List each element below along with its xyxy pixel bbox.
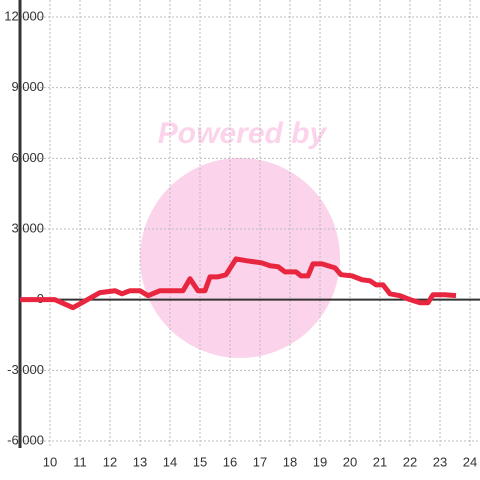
x-tick-label: 24 (463, 454, 477, 469)
x-tick-label: 18 (283, 454, 297, 469)
x-tick-label: 15 (193, 454, 207, 469)
x-tick-label: 17 (253, 454, 267, 469)
x-tick-label: 21 (373, 454, 387, 469)
data-line (20, 256, 457, 311)
y-tick-label: 3,000 (11, 220, 44, 235)
x-tick-label: 20 (343, 454, 357, 469)
y-tick-label: -3,000 (7, 362, 44, 377)
y-tick-label: 9,000 (11, 79, 44, 94)
x-tick-label: 13 (133, 454, 147, 469)
x-tick-label: 11 (73, 454, 87, 469)
x-tick-label: 12 (103, 454, 117, 469)
x-tick-label: 22 (403, 454, 417, 469)
watermark-text: Powered by (158, 117, 328, 150)
y-tick-label: -6,000 (7, 432, 44, 447)
x-tick-label: 19 (313, 454, 327, 469)
x-tick-label: 14 (163, 454, 177, 469)
x-tick-label: 16 (223, 454, 237, 469)
y-tick-label: 12,000 (4, 8, 44, 23)
y-tick-label: 6,000 (11, 150, 44, 165)
x-tick-label: 10 (43, 454, 57, 469)
x-tick-label: 23 (433, 454, 447, 469)
